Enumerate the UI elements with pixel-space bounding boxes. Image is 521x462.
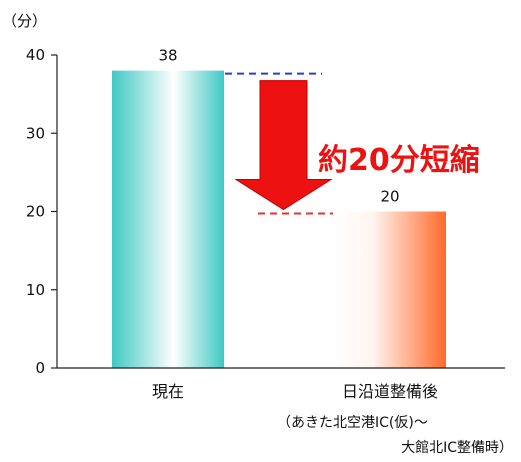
bars	[112, 70, 446, 369]
bar-1	[112, 70, 224, 369]
y-tick-label: 10	[26, 281, 45, 299]
reduction-annotation: 約20分短縮	[225, 72, 480, 215]
down-arrow-icon	[234, 80, 333, 211]
value-label-1: 38	[158, 47, 177, 65]
y-unit-label: （分）	[2, 12, 47, 30]
y-tick-label: 30	[26, 124, 45, 142]
reduction-callout: 約20分短縮	[318, 143, 480, 178]
value-label-2: 20	[380, 188, 399, 206]
x-category-note-2: （あきた北空港IC(仮)～大館北IC整備時）	[277, 415, 513, 456]
y-tick-label: 40	[26, 46, 45, 64]
y-tick-label: 20	[26, 203, 45, 221]
y-axis-ticks: 0 10 20 30 40	[26, 46, 57, 377]
x-category-label-1: 現在	[152, 382, 184, 401]
value-labels: 38 20	[158, 47, 399, 206]
y-tick-label: 0	[35, 359, 45, 377]
x-axis-categories: 現在 日沿道整備後 （あきた北空港IC(仮)～大館北IC整備時）	[152, 382, 513, 456]
x-category-label-2: 日沿道整備後	[342, 382, 438, 401]
bar-2	[334, 211, 446, 368]
